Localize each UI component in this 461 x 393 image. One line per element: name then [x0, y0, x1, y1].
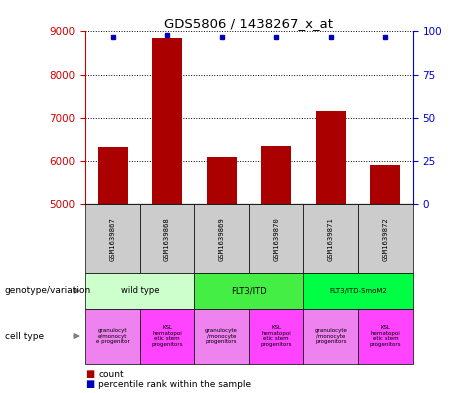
Text: count: count — [98, 370, 124, 378]
Text: KSL
hematopoi
etic stem
progenitors: KSL hematopoi etic stem progenitors — [370, 325, 401, 347]
Text: FLT3/ITD-SmoM2: FLT3/ITD-SmoM2 — [329, 288, 387, 294]
Title: GDS5806 / 1438267_x_at: GDS5806 / 1438267_x_at — [165, 17, 333, 30]
Text: granulocyte
/monocyte
progenitors: granulocyte /monocyte progenitors — [205, 328, 238, 344]
Text: granulocyte
/monocyte
progenitors: granulocyte /monocyte progenitors — [314, 328, 347, 344]
Text: ■: ■ — [85, 379, 95, 389]
Text: genotype/variation: genotype/variation — [5, 286, 91, 295]
Text: GSM1639871: GSM1639871 — [328, 217, 334, 261]
Bar — [152, 38, 182, 204]
Bar — [207, 157, 236, 204]
Text: wild type: wild type — [121, 286, 159, 295]
Text: GSM1639870: GSM1639870 — [273, 217, 279, 261]
Bar — [370, 165, 400, 204]
Text: cell type: cell type — [5, 332, 44, 340]
Text: percentile rank within the sample: percentile rank within the sample — [98, 380, 251, 389]
Text: GSM1639869: GSM1639869 — [219, 217, 225, 261]
Bar — [316, 112, 346, 204]
Bar — [261, 146, 291, 204]
Text: FLT3/ITD: FLT3/ITD — [231, 286, 267, 295]
Text: KSL
hematopoi
etic stem
progenitors: KSL hematopoi etic stem progenitors — [151, 325, 183, 347]
Text: ■: ■ — [85, 369, 95, 379]
Text: GSM1639872: GSM1639872 — [382, 217, 388, 261]
Bar — [98, 147, 128, 204]
Text: granulocyt
e/monocyt
e progenitor: granulocyt e/monocyt e progenitor — [96, 328, 130, 344]
Text: GSM1639868: GSM1639868 — [164, 217, 170, 261]
Text: KSL
hematopoi
etic stem
progenitors: KSL hematopoi etic stem progenitors — [260, 325, 292, 347]
Text: GSM1639867: GSM1639867 — [110, 217, 116, 261]
